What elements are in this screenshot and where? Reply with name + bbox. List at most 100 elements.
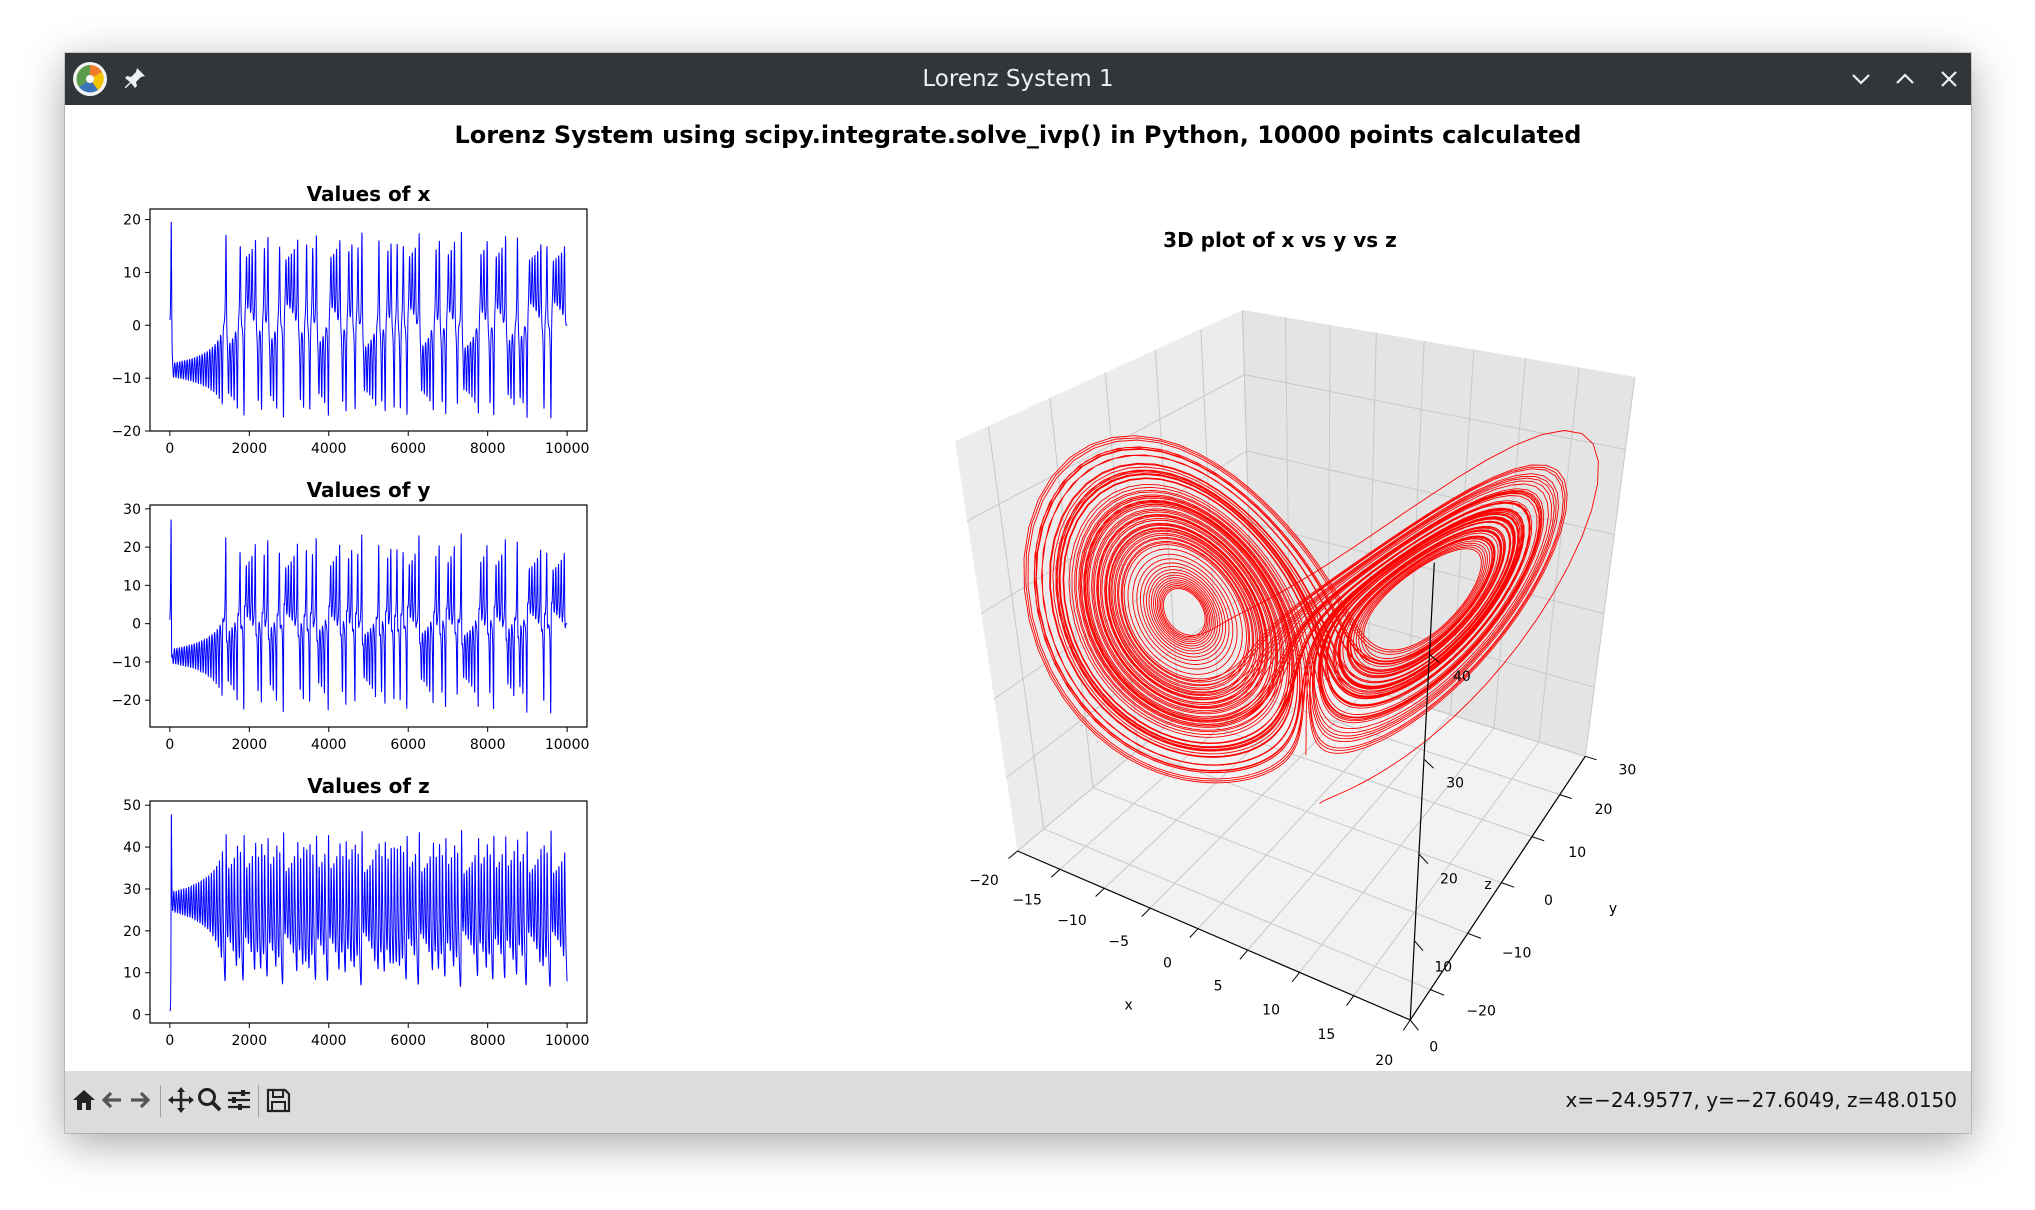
x-tick (1141, 907, 1151, 917)
subplot-title: 3D plot of x vs y vs z (1163, 228, 1397, 252)
x-tick (1050, 868, 1061, 878)
grid-line (1367, 332, 1377, 690)
y-tick-label: −10 (111, 371, 141, 387)
forward-arrow-icon[interactable] (125, 1085, 155, 1115)
grid-line (1584, 376, 1636, 757)
x-tick-label: 4000 (311, 1033, 347, 1049)
y-tick-label: −20 (111, 693, 141, 709)
z-tick (1414, 940, 1424, 952)
subplot-title: Values of z (307, 774, 429, 798)
y-tick-label: 0 (132, 617, 141, 633)
subplot-title: Values of y (307, 478, 431, 502)
toolbar-separator (160, 1085, 161, 1117)
grid-line (1149, 688, 1368, 909)
z-values-subplot[interactable]: Values of z 0 2000 4000 6000 8000 10000 50 40 30 2… (123, 774, 589, 1049)
cursor-coordinates: x=−24.9577, y=−27.6049, z=48.0150 (1565, 1088, 1957, 1112)
grid-line (1200, 328, 1218, 684)
y-tick-label: 10 (1568, 845, 1586, 861)
y-tick-label: 0 (132, 1008, 141, 1024)
y-tick-label: 0 (1544, 893, 1553, 909)
x-axis-label: x (1124, 998, 1132, 1014)
grid-line (1154, 349, 1180, 716)
x-tick-label: −15 (1012, 893, 1042, 909)
y-tick-label: 10 (123, 966, 141, 982)
x-tick-label: 15 (1317, 1027, 1335, 1043)
attractor-curve (1023, 430, 1599, 805)
close-icon[interactable] (1935, 65, 1963, 93)
zoom-icon[interactable] (195, 1085, 225, 1115)
z-tick-label: 20 (1440, 872, 1458, 888)
grid-line (1353, 741, 1540, 996)
y-tick-label: 20 (123, 540, 141, 556)
save-icon[interactable] (263, 1085, 293, 1115)
x-tick-label: 8000 (470, 1033, 506, 1049)
app-icon[interactable] (73, 62, 107, 96)
z-tick-label: 0 (1429, 1039, 1438, 1055)
x-tick (1239, 949, 1249, 960)
x-tick-label: 10000 (545, 441, 590, 457)
x-tick-label: 10000 (545, 737, 590, 753)
y-axis-label: y (1609, 901, 1617, 917)
x-tick-label: 0 (165, 1033, 174, 1049)
y-tick-label: −20 (1466, 1004, 1496, 1020)
x-tick-label: 2000 (231, 441, 267, 457)
y-tick (1467, 932, 1482, 939)
pin-icon[interactable] (121, 65, 149, 93)
x-tick (1346, 995, 1355, 1006)
grid-line (994, 522, 1249, 700)
window-title: Lorenz System 1 (922, 66, 1114, 92)
plot-window: Lorenz System 1 Lorenz System using scip… (65, 53, 1971, 1133)
y-tick-label: −10 (111, 655, 141, 671)
x-tick-label: 0 (1163, 956, 1172, 972)
y-tick-label: 10 (123, 265, 141, 281)
x-tick-label: 0 (165, 737, 174, 753)
x-values-subplot[interactable]: Values of x 0 2000 4000 6000 8000 10000 20 10 0 −1… (111, 182, 589, 457)
series-line (169, 519, 568, 714)
z-tick (1423, 758, 1434, 769)
grid-line (1538, 367, 1580, 742)
grid-line (1248, 522, 1605, 615)
configure-subplots-icon[interactable] (224, 1085, 254, 1115)
y-tick-label: 20 (123, 213, 141, 229)
home-icon[interactable] (69, 1085, 99, 1115)
x-tick-label: 20 (1375, 1053, 1393, 1069)
back-arrow-icon[interactable] (97, 1085, 127, 1115)
axes-frame (149, 800, 588, 1024)
title-bar[interactable]: Lorenz System 1 (65, 53, 1971, 105)
x-tick-label: 5 (1214, 979, 1223, 995)
x-tick-label: 6000 (390, 441, 426, 457)
x-tick-label: 8000 (470, 737, 506, 753)
maximize-icon[interactable] (1891, 65, 1919, 93)
figure-canvas[interactable]: Lorenz System using scipy.integrate.solv… (65, 105, 1971, 1071)
floor-pane (1017, 653, 1586, 1020)
grid-line (1092, 787, 1468, 934)
y-tick-label: 30 (123, 502, 141, 518)
subplot-title: Values of x (307, 182, 431, 206)
y-values-subplot[interactable]: Values of y 0 2000 4000 6000 8000 10000 30 20 10 0… (111, 478, 589, 753)
x-tick-label: −5 (1108, 934, 1129, 950)
pan-icon[interactable] (166, 1085, 196, 1115)
y-tick-label: 20 (123, 924, 141, 940)
lorenz-3d-subplot[interactable]: 3D plot of x vs y vs z −20 −15 −10 −5 0 5 10 15 2… (955, 228, 1636, 1069)
x-tick-label: 2000 (231, 737, 267, 753)
minimize-icon[interactable] (1847, 65, 1875, 93)
x-tick-label: 6000 (390, 737, 426, 753)
y-tick-label: −20 (111, 424, 141, 440)
z-tick-label: 40 (1453, 669, 1471, 685)
x-tick (1095, 888, 1105, 897)
y-axis-line (1409, 755, 1586, 1021)
x-tick (1189, 928, 1199, 938)
grid-line (1247, 714, 1451, 951)
z-tick (1429, 654, 1440, 664)
x-tick-label: 6000 (390, 1033, 426, 1049)
y-tick-label: 30 (1618, 762, 1636, 778)
figure-title: Lorenz System using scipy.integrate.solv… (455, 121, 1582, 149)
x-axis-line (1017, 850, 1411, 1021)
y-tick-label: 0 (132, 318, 141, 334)
grid-line (1043, 828, 1431, 991)
y-tick-label: 10 (123, 578, 141, 594)
y-tick-label: 30 (123, 882, 141, 898)
grid-line (1252, 653, 1586, 757)
z-tick-label: 30 (1446, 775, 1464, 791)
z-tick (1409, 1019, 1419, 1031)
